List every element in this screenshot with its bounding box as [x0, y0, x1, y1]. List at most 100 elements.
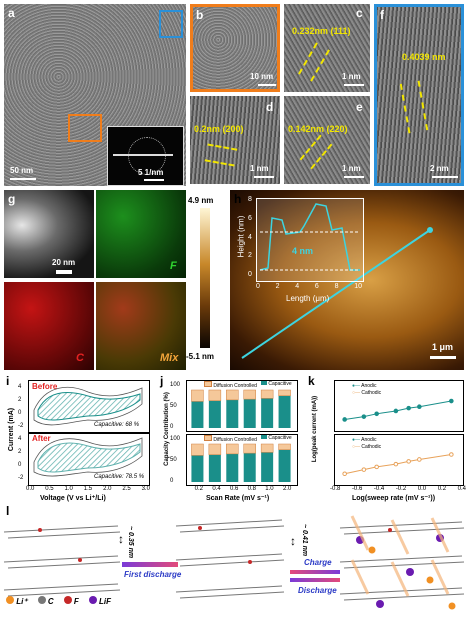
- xtick: 0.5: [45, 486, 54, 492]
- panel-l-legend: Li⁺ C F LiF: [6, 596, 111, 606]
- panel-f-label: f: [380, 8, 384, 22]
- d2-arrow-icon: ↕: [290, 534, 296, 548]
- data-point: [374, 411, 379, 417]
- legend-anodic-text: Anodic: [361, 383, 377, 389]
- legend-lif-text: LiF: [98, 597, 111, 606]
- bar-capacitive: [191, 455, 204, 482]
- bar-diffusion: [278, 389, 291, 396]
- xtick: 0.6: [229, 486, 239, 492]
- bar-capacitive: [243, 399, 256, 428]
- colorbar-bottom: -5.1 nm: [186, 352, 215, 361]
- xtick: -0.2: [395, 486, 407, 492]
- xtick: 2.0: [103, 486, 112, 492]
- xtick: -0.6: [351, 486, 363, 492]
- bar-capacitive: [226, 453, 239, 482]
- panel-b-label: b: [196, 8, 204, 22]
- legend-diffusion-text: Diffusion Controlled: [213, 383, 257, 389]
- data-point: [342, 417, 347, 422]
- roi-blue-box: [159, 10, 183, 38]
- panel-c-label: c: [356, 6, 363, 20]
- bar-capacitive: [278, 449, 291, 482]
- data-point: [449, 452, 454, 457]
- bar-capacitive: [208, 400, 221, 428]
- panel-j-yticks-bottom: 100 50 0: [170, 436, 180, 484]
- panel-k-xlabel: Log(sweep rate (mV s⁻¹)): [352, 495, 436, 502]
- saed-inset: [107, 126, 184, 186]
- ytick: 0: [248, 271, 252, 278]
- legend-cathodic-text: Cathodic: [361, 444, 382, 450]
- ytick: 2: [248, 252, 252, 260]
- panel-c-spacing: 0.232nm (111): [292, 26, 351, 36]
- panel-a-scalebar: [10, 178, 36, 180]
- xtick: 2.0: [282, 486, 292, 492]
- ytick: 2: [18, 448, 22, 455]
- panel-g-haadf: [4, 190, 94, 278]
- d1-label: ~ 0.35 nm: [127, 526, 134, 559]
- roi-orange-box: [68, 114, 102, 142]
- legend-diffusion-text: Diffusion Controlled: [213, 437, 257, 443]
- panel-i-ylabel: Current (mA): [8, 407, 16, 452]
- panel-d-label: d: [266, 100, 274, 114]
- ytick: 50: [170, 457, 177, 463]
- panel-i-bottom-plot: [28, 432, 150, 486]
- panel-f-spacing: 0.4039 nm: [402, 52, 446, 62]
- data-point: [361, 467, 367, 472]
- xtick: 0.2: [437, 486, 447, 492]
- legend-capacitive: Capacitive: [260, 435, 292, 443]
- panel-i-xticks: 0.0 0.5 1.0 1.5 2.0 2.5 3.0: [26, 486, 150, 492]
- ytick: 4: [18, 435, 22, 442]
- legend-anodic: ●— Anodic: [352, 437, 377, 443]
- panel-e-scale: 1 nm: [342, 164, 361, 173]
- panel-l-label: l: [6, 504, 10, 518]
- panel-f-image: [374, 4, 464, 186]
- ytick: 100: [170, 436, 181, 442]
- afm-inset-xticks: 0 2 4 6 8 10: [256, 283, 362, 290]
- panel-j-yticks-top: 100 50 0: [170, 382, 180, 430]
- panel-i-curves: [33, 386, 143, 477]
- bar-diffusion: [260, 389, 274, 399]
- panel-j-legend-top: Diffusion Controlled Capacitive: [204, 381, 292, 389]
- xtick: 3.0: [141, 486, 150, 492]
- bar-capacitive: [243, 453, 256, 482]
- panel-j-label: j: [160, 374, 164, 388]
- f-icon: [63, 596, 72, 604]
- legend-anodic-text: Anodic: [361, 437, 377, 443]
- legend-lif: LiF: [88, 596, 111, 606]
- ytick: -2: [18, 422, 24, 429]
- legend-c-text: C: [47, 597, 54, 606]
- bar-diffusion: [226, 389, 239, 401]
- xtick: 8: [334, 283, 339, 290]
- legend-f: F: [63, 596, 79, 606]
- panel-j-bars: [191, 389, 291, 482]
- map-c: [4, 282, 94, 370]
- afm-inset-annotation: 4 nm: [292, 246, 314, 256]
- panel-i-top-plot: [28, 380, 150, 434]
- legend-li: Li⁺: [6, 596, 28, 606]
- panel-j-top-frame: [186, 380, 298, 432]
- map-f: [96, 190, 186, 278]
- legend-cathodic: ○— Cathodic: [352, 444, 382, 450]
- xtick: 1.0: [64, 486, 73, 492]
- data-point: [417, 457, 422, 462]
- panel-k-xticks: -0.8 -0.6 -0.4 -0.2 0.0 0.2 0.4: [330, 486, 466, 492]
- map-mix-label: Mix: [160, 352, 179, 364]
- ytick: 0: [170, 424, 174, 430]
- data-point: [393, 461, 399, 467]
- discharge-label: Discharge: [298, 586, 337, 595]
- inset-scalebar: [144, 179, 164, 181]
- d1-arrow-icon: ↕: [118, 532, 124, 546]
- panel-j-legend-bottom: Diffusion Controlled Capacitive: [204, 435, 292, 443]
- panel-k-label: k: [308, 374, 315, 388]
- panel-h-scale: 1 μm: [432, 342, 454, 352]
- panel-k-legend-bottom: ●— Anodic ○— Cathodic: [352, 437, 381, 451]
- bar-capacitive: [261, 452, 274, 482]
- legend-c: C: [37, 596, 54, 606]
- panel-l-graphene-layers: [3, 515, 465, 610]
- c-icon: [37, 596, 46, 604]
- legend-anodic: ●— Anodic: [352, 383, 377, 389]
- first-discharge-arrow-icon: [122, 562, 178, 567]
- panel-j-xticks: 0.2 0.4 0.6 0.8 1.0 2.0: [190, 486, 296, 492]
- panel-a-label: a: [8, 6, 15, 20]
- bar-diffusion: [226, 443, 239, 455]
- xtick: 0.4: [457, 486, 466, 492]
